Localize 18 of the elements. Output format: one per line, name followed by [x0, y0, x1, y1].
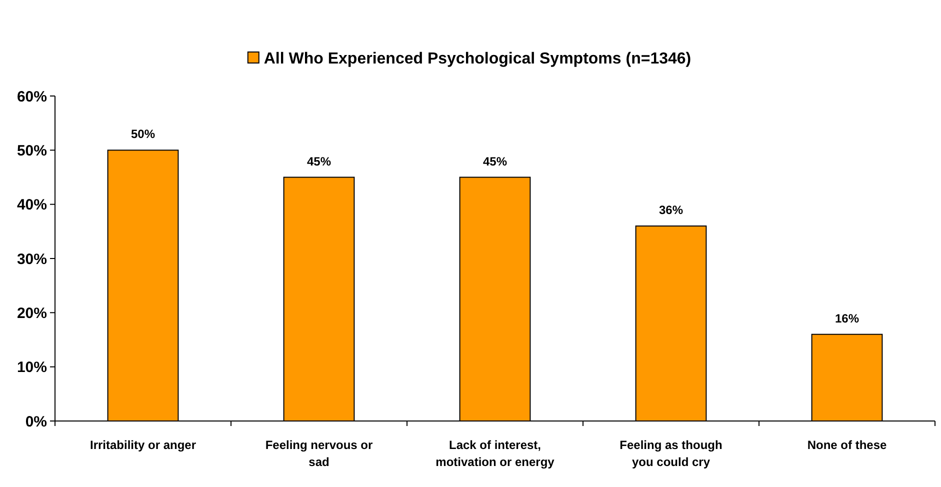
x-tick-label: Lack of interest, motivation or energy — [436, 438, 555, 469]
text: 45% — [306, 154, 332, 168]
text: 16% — [834, 311, 860, 326]
text: 36% — [658, 203, 684, 217]
x-tick-label: Irritability or anger — [90, 438, 196, 452]
y-tick-label: 10% — [16, 359, 47, 376]
y-tick-label: 30% — [16, 250, 47, 268]
y-tick-label: 0% — [25, 413, 47, 430]
y-tick-label: 50% — [16, 142, 47, 160]
x-tick-label: Feeling nervous or sad — [265, 438, 374, 469]
legend-label: All Who Experienced Psychological Symptoms (n=1346) — [264, 50, 692, 68]
text: 50% — [130, 127, 156, 142]
y-tick-label: 20% — [16, 304, 47, 322]
y-tick-label: 60% — [16, 88, 47, 106]
x-tick-label: None of these — [807, 438, 887, 452]
x-tick-label: Feeling as though you could cry — [620, 438, 722, 469]
text: 45% — [482, 154, 508, 168]
y-tick-label: 40% — [16, 196, 47, 214]
